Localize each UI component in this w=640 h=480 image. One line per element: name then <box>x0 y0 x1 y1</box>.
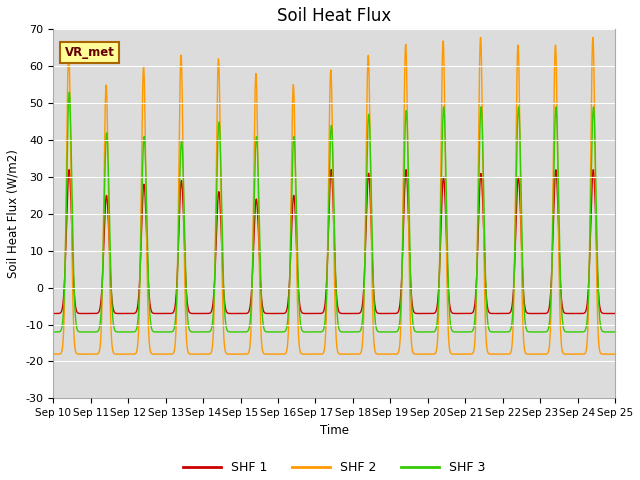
Line: SHF 3: SHF 3 <box>53 92 615 332</box>
SHF 3 <box>161 329 169 335</box>
Line: SHF 1: SHF 1 <box>53 169 615 313</box>
Title: Soil Heat Flux: Soil Heat Flux <box>277 7 391 25</box>
SHF 3 <box>49 329 57 335</box>
Legend: SHF 1, SHF 2, SHF 3: SHF 1, SHF 2, SHF 3 <box>179 456 490 480</box>
SHF 1 <box>237 311 245 316</box>
SHF 2 <box>495 351 503 357</box>
SHF 2 <box>422 351 429 357</box>
SHF 2 <box>84 351 92 357</box>
SHF 2 <box>161 351 169 357</box>
SHF 1 <box>495 311 503 316</box>
SHF 1 <box>545 307 552 313</box>
SHF 2 <box>589 35 596 40</box>
SHF 3 <box>422 329 429 335</box>
X-axis label: Time: Time <box>319 424 349 437</box>
Line: SHF 2: SHF 2 <box>53 37 615 354</box>
SHF 1 <box>49 311 57 316</box>
SHF 2 <box>175 182 182 188</box>
Y-axis label: Soil Heat Flux (W/m2): Soil Heat Flux (W/m2) <box>7 149 20 278</box>
SHF 1 <box>175 246 182 252</box>
SHF 3 <box>237 329 245 335</box>
SHF 3 <box>545 325 552 331</box>
SHF 2 <box>237 351 245 357</box>
SHF 2 <box>49 351 57 357</box>
SHF 1 <box>328 167 335 172</box>
SHF 3 <box>611 329 619 335</box>
SHF 2 <box>545 348 552 354</box>
SHF 1 <box>161 311 168 316</box>
SHF 1 <box>422 311 429 316</box>
SHF 2 <box>611 351 619 357</box>
SHF 3 <box>65 89 73 95</box>
SHF 3 <box>573 329 581 335</box>
SHF 1 <box>611 311 619 316</box>
SHF 3 <box>495 329 503 335</box>
SHF 3 <box>175 228 182 233</box>
SHF 1 <box>573 311 581 316</box>
Text: VR_met: VR_met <box>65 46 115 59</box>
